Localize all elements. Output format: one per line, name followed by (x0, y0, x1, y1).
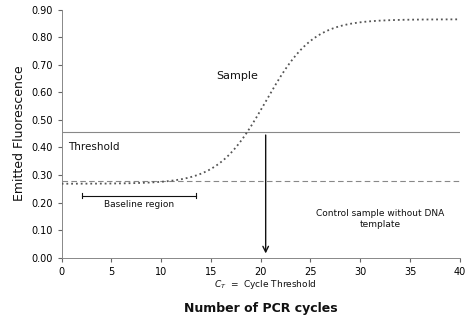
Text: $C_T$  =  Cycle Threshold: $C_T$ = Cycle Threshold (214, 278, 317, 291)
X-axis label: Number of PCR cycles: Number of PCR cycles (184, 302, 337, 315)
Text: Threshold: Threshold (68, 142, 119, 152)
Y-axis label: Emitted Fluorescence: Emitted Fluorescence (12, 66, 26, 202)
Text: Sample: Sample (216, 71, 258, 81)
Text: Baseline region: Baseline region (104, 200, 174, 209)
Text: Control sample without DNA
template: Control sample without DNA template (316, 209, 444, 229)
